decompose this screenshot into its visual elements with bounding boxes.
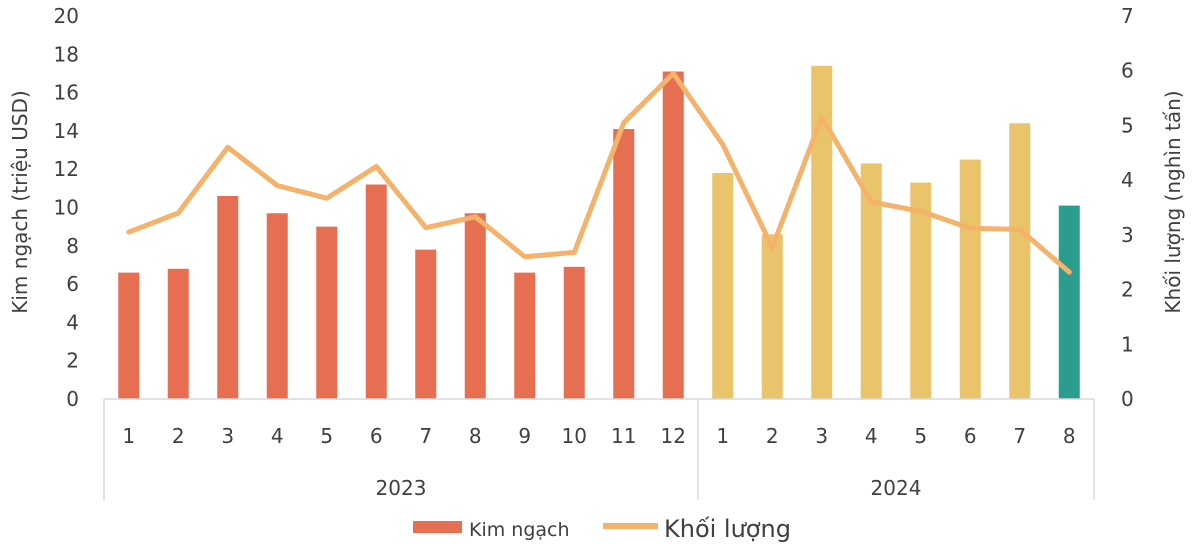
y-tick-right: 0 [1121, 387, 1134, 411]
x-tick-month: 7 [419, 424, 432, 448]
y-tick-right: 1 [1121, 332, 1134, 356]
x-tick-month: 8 [1063, 424, 1076, 448]
line-series [126, 70, 1072, 275]
y-axis-right-ticks: 0 1 2 3 4 5 6 7 [1121, 4, 1134, 411]
legend: Kim ngạch Khối lượng [413, 515, 791, 543]
y-tick-left: 18 [54, 42, 79, 66]
bar [1058, 205, 1080, 399]
x-tick-month: 5 [320, 424, 333, 448]
bar [712, 173, 734, 399]
x-tick-month: 2 [766, 424, 779, 448]
y-tick-left: 2 [66, 349, 79, 373]
bar [761, 234, 783, 399]
x-tick-month: 3 [815, 424, 828, 448]
bar [514, 272, 536, 399]
x-tick-month: 12 [661, 424, 686, 448]
bar [662, 71, 684, 399]
bar [118, 272, 140, 399]
x-tick-month: 9 [518, 424, 531, 448]
legend-label-bar: Kim ngạch [469, 519, 570, 541]
bar [563, 266, 585, 399]
bar [316, 226, 338, 399]
y-tick-left: 0 [66, 387, 79, 411]
bar [415, 249, 437, 399]
y-tick-left: 14 [54, 119, 79, 143]
bar [266, 213, 288, 399]
bar [959, 159, 981, 399]
bar [910, 182, 932, 399]
y-tick-left: 8 [66, 234, 79, 258]
bar [811, 65, 833, 399]
bar [365, 184, 387, 399]
y-tick-left: 4 [66, 310, 79, 334]
y-tick-left: 10 [54, 196, 79, 220]
x-tick-month: 10 [562, 424, 587, 448]
y-tick-right: 6 [1121, 59, 1134, 83]
x-tick-month: 5 [914, 424, 927, 448]
x-tick-month: 6 [370, 424, 383, 448]
y-axis-left-title: Kim ngạch (triệu USD) [8, 90, 32, 313]
y-tick-right: 3 [1121, 223, 1134, 247]
y-tick-left: 6 [66, 272, 79, 296]
x-tick-month: 6 [964, 424, 977, 448]
y-tick-left: 20 [54, 4, 79, 28]
y-axis-right-title: Khối lượng (nghìn tấn) [1161, 90, 1185, 313]
bar [860, 163, 882, 399]
x-tick-month: 7 [1013, 424, 1026, 448]
x-tick-month: 4 [865, 424, 878, 448]
y-tick-right: 4 [1121, 168, 1134, 192]
y-tick-left: 16 [54, 81, 79, 105]
x-tick-month: 1 [122, 424, 135, 448]
line-path [126, 70, 1072, 275]
bar [217, 196, 239, 399]
bar [464, 213, 486, 399]
bar [1009, 123, 1031, 400]
y-tick-right: 7 [1121, 4, 1134, 28]
x-tick-month: 4 [271, 424, 284, 448]
x-group-label: 2023 [376, 476, 427, 500]
bar [167, 268, 189, 399]
legend-label-line: Khối lượng [664, 515, 791, 543]
x-tick-month: 8 [469, 424, 482, 448]
bar [613, 128, 635, 400]
x-tick-month: 3 [221, 424, 234, 448]
bar-series [118, 65, 1080, 400]
x-tick-month: 11 [611, 424, 636, 448]
legend-swatch-bar [413, 521, 462, 533]
x-tick-month: 1 [716, 424, 729, 448]
y-tick-right: 5 [1121, 113, 1134, 137]
x-tick-month: 2 [172, 424, 185, 448]
y-axis-left-ticks: 0 2 4 6 8 10 12 14 16 18 20 [54, 4, 79, 411]
x-group-label: 2024 [871, 476, 922, 500]
y-tick-left: 12 [54, 157, 79, 181]
y-tick-right: 2 [1121, 278, 1134, 302]
